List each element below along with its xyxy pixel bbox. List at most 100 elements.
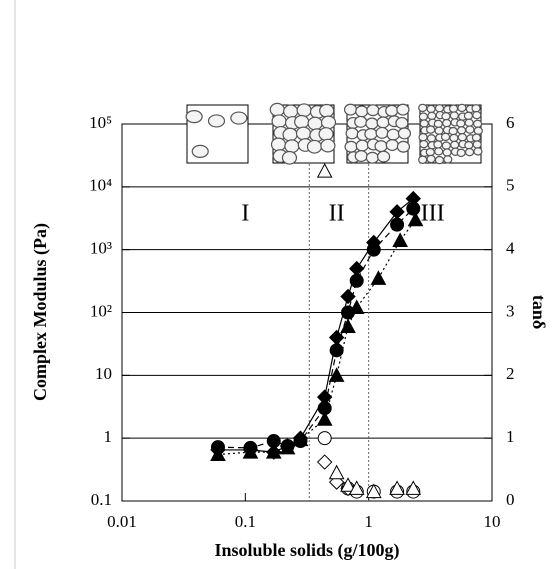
micrograph-cell (365, 117, 379, 130)
micrograph-cell (344, 140, 358, 153)
triangle-marker (407, 211, 424, 227)
triangle-marker (348, 480, 365, 495)
triangle-marker (392, 232, 408, 247)
x-tick-label: 10 (484, 512, 501, 531)
micrograph-cell (465, 125, 475, 134)
triangle-marker (265, 444, 282, 459)
micrograph-cell (419, 119, 429, 128)
micrograph-cell (375, 126, 389, 139)
micrograph-cell (207, 114, 226, 128)
y2-tick-label: 2 (506, 364, 515, 383)
y2-tick-label: 6 (506, 113, 515, 132)
micrograph-cell (464, 141, 474, 150)
triangle-marker (340, 318, 356, 333)
micrograph-cell (463, 111, 474, 121)
triangle-marker (316, 163, 333, 178)
circle-marker (317, 431, 332, 446)
micrograph-cell (385, 139, 399, 152)
micrograph-cell (320, 115, 337, 130)
y2-axis-label: tanδ (529, 295, 549, 329)
micrograph-cell (448, 104, 459, 113)
triangle-marker (340, 477, 356, 492)
triangle-marker (210, 446, 226, 461)
micrograph-cell (471, 133, 482, 142)
micrograph-cell (449, 133, 459, 143)
micrograph-cell (418, 155, 428, 164)
diamond-marker (389, 204, 405, 220)
micrograph-cell (270, 137, 287, 152)
circle-marker (366, 242, 381, 257)
micrograph-cell (442, 118, 452, 128)
micrograph-cell (442, 148, 452, 157)
micrograph-cell (472, 140, 482, 149)
region-label: II (329, 201, 345, 227)
micrograph-cell (191, 144, 209, 158)
micrograph-cell (441, 141, 451, 150)
micrograph-cell (426, 154, 436, 164)
triangle-marker (316, 411, 333, 426)
triangle-marker (279, 439, 296, 455)
micrograph-cell (396, 103, 410, 116)
circle-marker (349, 273, 364, 288)
micrograph-cell (319, 103, 335, 118)
micrograph-cell (440, 132, 451, 142)
micrograph-cell (307, 116, 323, 131)
region-label: I (241, 201, 249, 227)
micrograph-cell (456, 126, 467, 135)
y-tick-label: 10³ (90, 239, 112, 258)
micrograph-cell (355, 105, 369, 118)
micrograph-cell (374, 140, 388, 153)
y2-tick-label: 5 (506, 176, 515, 195)
micrograph-cell (473, 126, 483, 135)
micrograph-cell (395, 116, 409, 129)
micrograph-cell (296, 103, 312, 118)
micrograph-cell (434, 147, 444, 156)
micrograph-cell (397, 127, 412, 140)
micrograph-cell (426, 104, 436, 114)
micrograph-cell (418, 133, 428, 142)
triangle-marker (389, 480, 405, 495)
micrograph-cell (385, 104, 399, 117)
triangle-marker (370, 270, 387, 285)
micrograph-cell (230, 111, 248, 125)
circle-marker (406, 201, 421, 216)
micrograph-cell (418, 103, 428, 113)
y-axis-label: Complex Modulus (Pa) (30, 223, 51, 401)
micrograph-cell (464, 118, 474, 127)
micrograph-cell (433, 119, 443, 129)
micrograph-cell (269, 102, 285, 117)
micrograph-cell (471, 104, 481, 113)
y-tick-label: 10 (95, 364, 112, 383)
micrograph-cell (441, 112, 451, 121)
micrograph-cell (366, 104, 380, 117)
micrograph-cell (434, 104, 445, 113)
micrograph-cell (377, 150, 391, 163)
micrograph-cell (283, 104, 299, 119)
micrograph-cell (271, 114, 287, 129)
micrograph-cell (364, 128, 378, 141)
y2-tick-label: 1 (506, 427, 515, 446)
micrograph-cell (306, 139, 323, 154)
circle-marker (390, 217, 405, 232)
micrograph-cell (456, 119, 466, 128)
micrograph-cell (457, 133, 467, 142)
micrograph-cell (365, 151, 380, 164)
x-tick-label: 1 (364, 512, 373, 531)
region-label: III (421, 201, 445, 227)
micrograph-cell (320, 138, 336, 153)
micrograph-cell (386, 128, 400, 141)
micrograph-cell (457, 103, 467, 113)
micrograph-cell (434, 155, 445, 165)
x-axis-label: Insoluble solids (g/100g) (214, 540, 399, 561)
micrograph-cell (473, 147, 483, 156)
micrograph-cell (472, 110, 482, 120)
y-tick-label: 10⁵ (89, 113, 112, 132)
micrograph-cell (472, 119, 483, 129)
y2-tick-label: 0 (506, 490, 515, 509)
micrograph-cell (284, 139, 300, 154)
triangle-marker (328, 367, 345, 382)
micrograph-cell (443, 155, 453, 164)
micrograph-cell (281, 150, 298, 165)
triangle-marker (242, 444, 259, 459)
